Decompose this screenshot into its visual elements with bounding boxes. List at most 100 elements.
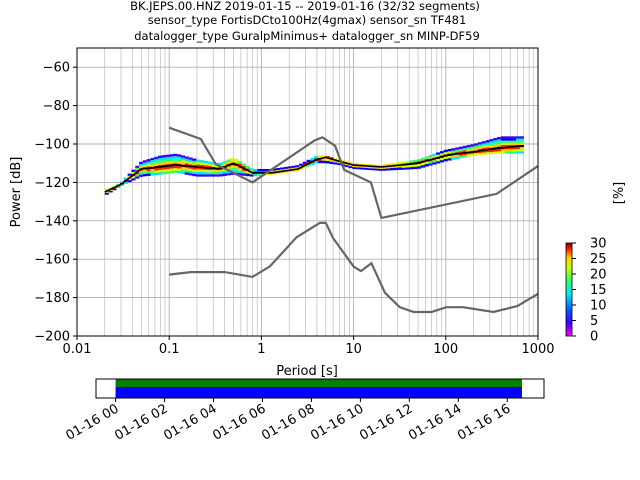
psd-cell (184, 161, 189, 164)
psd-cell (451, 157, 456, 160)
psd-cell (192, 167, 197, 170)
psd-cell (169, 171, 174, 174)
psd-cell (394, 165, 399, 168)
psd-cell (500, 140, 505, 143)
psd-cell (485, 142, 490, 145)
psd-cell (173, 165, 178, 169)
psd-cell (500, 138, 505, 141)
psd-cell (245, 173, 250, 177)
psd-cell (154, 163, 159, 166)
psd-cell (405, 161, 410, 164)
psd-cell (485, 149, 490, 153)
psd-cell (264, 173, 269, 176)
psd-cell (417, 159, 422, 162)
psd-cell (192, 160, 197, 163)
psd-cell (211, 174, 216, 177)
plot-frame (76, 47, 539, 337)
psd-cell (177, 168, 182, 171)
psd-cell (356, 165, 361, 168)
psd-cell (123, 177, 128, 180)
psd-cell (139, 170, 144, 173)
psd-cell (398, 167, 403, 170)
psd-cell (299, 167, 304, 170)
psd-cell (241, 166, 246, 169)
psd-cell (180, 162, 186, 165)
x-tick-label: 0.01 (63, 342, 92, 357)
psd-cell (519, 140, 525, 143)
psd-cell (180, 157, 186, 161)
psd-cell (165, 161, 170, 165)
psd-cell (295, 165, 300, 168)
psd-cell (512, 149, 517, 152)
y-tick-label: −140 (34, 214, 70, 229)
psd-cell (508, 149, 513, 152)
psd-cell (234, 161, 239, 164)
y-tick-label: −100 (34, 138, 70, 153)
psd-cell (493, 142, 498, 145)
psd-cell (436, 152, 441, 155)
psd-cell (500, 136, 505, 139)
psd-cell (142, 171, 147, 175)
psd-cell (211, 171, 216, 175)
psd-cell (428, 155, 433, 158)
psd-cell (394, 167, 399, 171)
psd-cell (466, 145, 471, 148)
psd-cell (519, 151, 525, 154)
psd-cell (500, 149, 505, 152)
psd-cell (279, 167, 285, 170)
time-tick-label: 01-16 14 (406, 401, 464, 443)
title: BK.JEPS.00.HNZ 2019-01-15 -- 2019-01-16 … (130, 0, 480, 43)
psd-cell (238, 163, 243, 166)
psd-cell (390, 165, 395, 169)
psd-cell (481, 143, 486, 146)
psd-cell (310, 162, 315, 166)
psd-cell (398, 164, 403, 168)
colorbar-tick-label: 25 (590, 252, 607, 267)
psd-cell (169, 161, 174, 164)
psd-cell (436, 159, 441, 162)
psd-cell (462, 150, 467, 153)
psd-cell (447, 151, 452, 154)
psd-cell (352, 165, 357, 168)
psd-cell (196, 166, 201, 170)
psd-cell (508, 151, 513, 154)
psd-cell (519, 136, 525, 139)
psd-cell (493, 149, 498, 152)
psd-cell (352, 167, 357, 170)
psd-cell (196, 174, 201, 177)
psd-cell (375, 168, 380, 171)
psd-cell (356, 163, 361, 166)
psd-cell (470, 153, 475, 156)
psd-cell (375, 166, 380, 169)
psd-cell (432, 162, 437, 165)
psd-cell (127, 177, 132, 181)
psd-cell (203, 160, 208, 164)
psd-cell (203, 172, 208, 175)
psd-cell (146, 161, 151, 164)
psd-cell (230, 167, 235, 171)
psd-cell (504, 144, 509, 148)
psd-cell (516, 149, 521, 152)
psd-cell (230, 165, 235, 168)
psd-cell (177, 159, 182, 162)
psd-cell (154, 159, 159, 162)
psd-cell (276, 171, 281, 174)
psd-cell (371, 166, 376, 169)
psd-cell (234, 158, 239, 162)
psd-cell (458, 151, 464, 154)
psd-cell (489, 145, 494, 148)
psd-cell (188, 157, 193, 160)
psd-cell (344, 163, 349, 166)
psd-cell (428, 157, 433, 160)
psd-cell (455, 156, 460, 159)
psd-cell (139, 163, 144, 167)
psd-cell (367, 166, 372, 169)
psd-cell (158, 160, 163, 163)
psd-cell (386, 163, 391, 167)
psd-cell (238, 168, 243, 171)
psd-cell (268, 172, 273, 175)
psd-cell (119, 184, 125, 186)
psd-cell (333, 162, 338, 165)
psd-cell (142, 169, 147, 172)
